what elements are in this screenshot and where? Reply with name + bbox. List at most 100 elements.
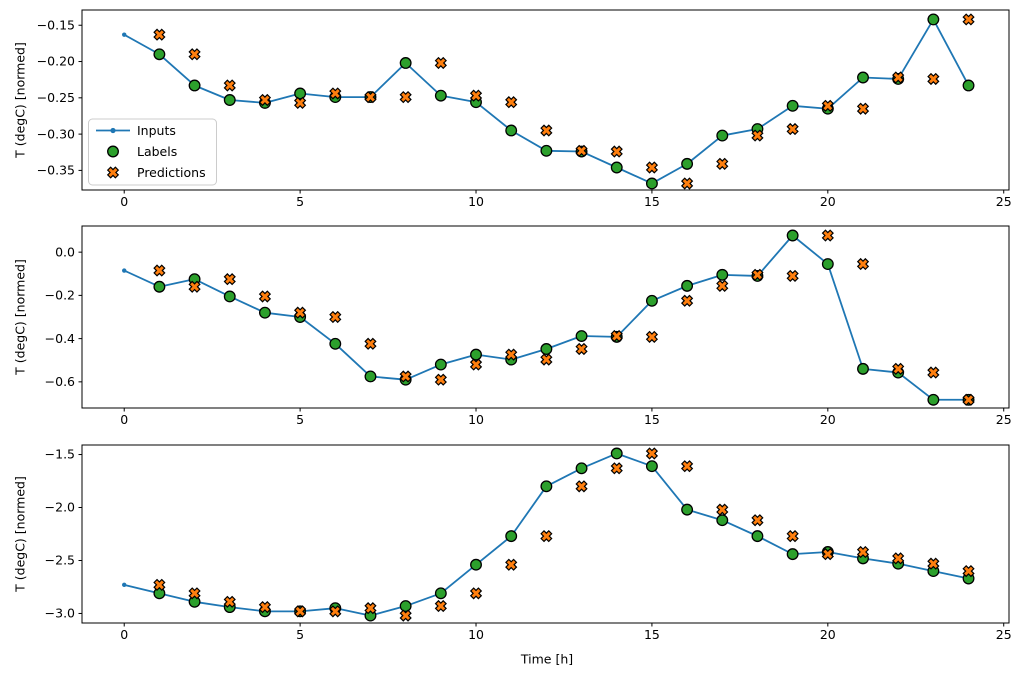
x-tick-label: 25 <box>996 412 1012 427</box>
prediction-x-icon <box>786 269 799 283</box>
prediction-x-icon <box>575 342 588 356</box>
legend-inputs-dot-icon <box>110 127 116 134</box>
label-circle-icon <box>470 348 482 361</box>
labels-series <box>153 13 975 190</box>
label-circle-icon <box>645 177 658 190</box>
label-circle-icon <box>364 370 377 383</box>
prediction-x-icon <box>716 279 729 292</box>
prediction-x-icon <box>153 264 166 277</box>
x-axis: 0 5 10 15 20 25 <box>120 190 1012 209</box>
label-circle-icon <box>258 306 271 319</box>
x-tick-label: 15 <box>644 412 660 427</box>
x-tick-label: 25 <box>996 627 1012 642</box>
prediction-x-icon <box>399 370 412 383</box>
y-tick-label: −0.4 <box>45 331 75 346</box>
prediction-x-icon <box>294 605 307 618</box>
legend-item-label: Labels <box>137 144 177 159</box>
label-circle-icon <box>540 480 553 493</box>
x-tick-label: 0 <box>120 627 128 642</box>
prediction-x-icon <box>716 157 729 170</box>
x-tick-label: 25 <box>996 194 1012 209</box>
inputs-line-series <box>122 17 971 186</box>
prediction-x-icon <box>505 558 518 571</box>
label-circle-icon <box>610 447 623 460</box>
y-tick-label: −0.15 <box>37 17 75 32</box>
label-circle-icon <box>645 294 658 307</box>
prediction-x-icon <box>505 96 518 109</box>
prediction-x-icon <box>927 557 940 570</box>
input-dot-icon <box>122 32 127 37</box>
label-circle-icon <box>927 13 940 26</box>
x-tick-label: 20 <box>820 627 836 642</box>
y-axis: −1.5 −2.0 −2.5 −3.0 <box>45 447 82 621</box>
prediction-x-icon <box>399 609 412 622</box>
y-tick-label: −3.0 <box>45 606 75 621</box>
y-tick-label: 0.0 <box>55 244 75 259</box>
x-axis-label: Time [h] <box>520 651 574 667</box>
prediction-x-icon <box>575 480 588 493</box>
label-circle-icon <box>645 460 658 473</box>
x-tick-label: 0 <box>120 194 128 209</box>
prediction-x-icon <box>610 145 623 158</box>
legend-box <box>88 118 217 186</box>
label-circle-icon <box>505 124 518 137</box>
prediction-x-icon <box>364 337 377 350</box>
labels-series <box>153 447 975 622</box>
label-circle-icon <box>294 87 307 100</box>
prediction-x-icon <box>188 587 201 600</box>
prediction-x-icon <box>786 122 799 136</box>
y-tick-label: −0.2 <box>45 288 75 303</box>
prediction-x-icon <box>610 329 623 343</box>
label-circle-icon <box>188 79 201 92</box>
label-circle-icon <box>505 530 518 543</box>
prediction-x-icon <box>927 366 940 379</box>
prediction-x-icon <box>364 602 377 615</box>
prediction-x-icon <box>434 56 447 70</box>
prediction-x-icon <box>188 280 201 293</box>
prediction-x-icon <box>892 71 905 84</box>
prediction-x-icon <box>399 90 412 104</box>
prediction-x-icon <box>294 306 307 319</box>
label-circle-icon <box>153 280 166 293</box>
x-tick-label: 20 <box>820 194 836 209</box>
label-circle-icon <box>857 71 869 84</box>
label-circle-icon <box>434 587 447 600</box>
prediction-x-icon <box>716 503 729 516</box>
label-circle-icon <box>610 161 623 174</box>
y-tick-label: −1.5 <box>45 447 75 462</box>
prediction-x-icon <box>821 548 834 561</box>
prediction-x-icon <box>364 90 377 104</box>
prediction-x-icon <box>892 552 905 565</box>
subplot-2: 0 5 10 15 20 25 0.0 −0.2 −0.4 −0.6 <box>45 225 1012 427</box>
y-axis: −0.15 −0.20 −0.25 −0.30 −0.35 <box>37 17 82 178</box>
label-circle-icon <box>751 530 764 543</box>
y-tick-label: −0.25 <box>37 90 75 105</box>
x-tick-label: 5 <box>296 194 304 209</box>
label-circle-icon <box>681 503 694 516</box>
label-circle-icon <box>821 258 834 270</box>
prediction-x-icon <box>540 530 553 543</box>
prediction-x-icon <box>188 48 201 61</box>
y-axis-label-bottom: T (degC) [normed] <box>12 476 28 592</box>
predictions-series <box>153 229 975 406</box>
label-circle-icon <box>962 79 975 92</box>
prediction-x-icon <box>751 268 764 281</box>
prediction-x-icon <box>258 93 272 107</box>
axes-box <box>81 9 1010 191</box>
label-circle-icon <box>399 57 412 69</box>
prediction-x-icon <box>856 102 870 115</box>
x-tick-label: 10 <box>468 412 484 427</box>
label-circle-icon <box>470 558 482 571</box>
prediction-x-icon <box>540 124 553 137</box>
y-tick-label: −2.5 <box>45 553 75 568</box>
y-tick-label: −0.20 <box>37 54 75 69</box>
label-circle-icon <box>716 268 729 281</box>
prediction-x-icon <box>821 99 834 112</box>
prediction-x-icon <box>329 310 342 324</box>
prediction-x-icon <box>258 600 272 614</box>
x-tick-label: 15 <box>644 627 660 642</box>
label-circle-icon <box>434 358 447 371</box>
x-tick-label: 0 <box>120 412 128 427</box>
y-axis-label-middle: T (degC) [normed] <box>12 259 28 375</box>
